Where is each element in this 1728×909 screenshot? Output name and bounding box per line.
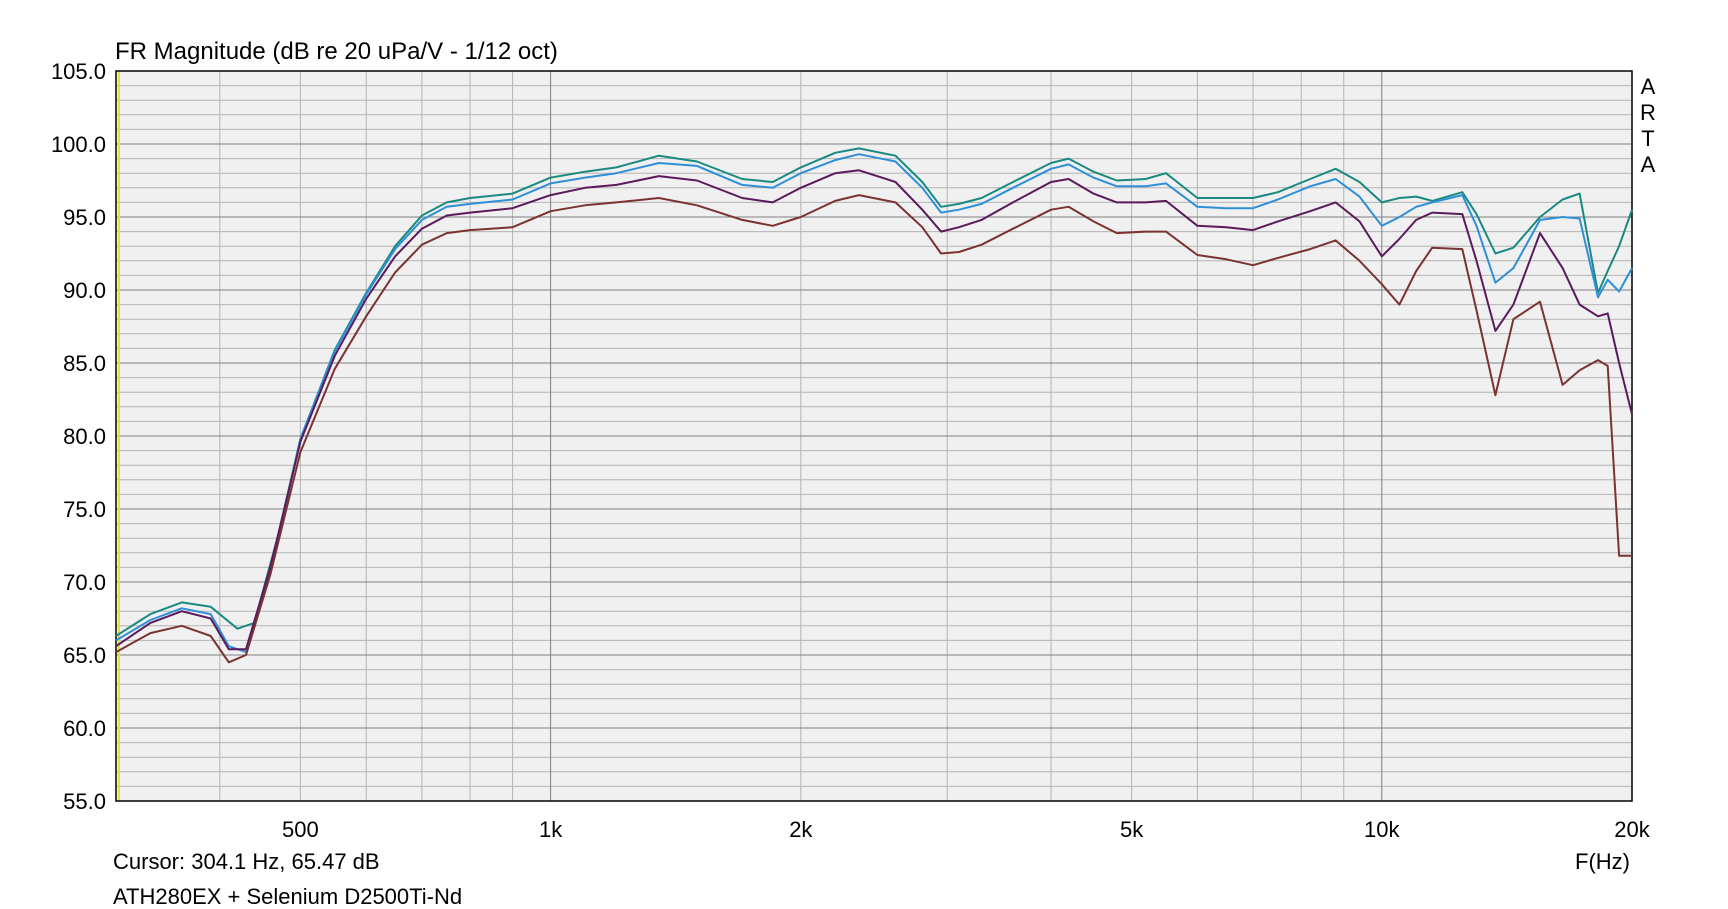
watermark-letter: T	[1641, 126, 1654, 151]
x-tick-label: 5k	[1120, 817, 1144, 842]
x-tick-label: 1k	[539, 817, 563, 842]
y-tick-label: 90.0	[63, 278, 106, 303]
series-line-3	[115, 169, 1633, 651]
watermark-letter: R	[1640, 100, 1656, 125]
series-line-2	[115, 153, 1633, 654]
x-axis-ticks: 500 1k 2k 5k 10k 20k	[282, 817, 1651, 842]
chart-caption: ATH280EX + Selenium D2500Ti-Nd	[113, 884, 462, 909]
y-axis-ticks: 55.0 60.0 65.0 70.0 75.0 80.0 85.0 90.0 95.0 100.…	[51, 59, 106, 814]
y-tick-label: 70.0	[63, 570, 106, 595]
y-tick-label: 55.0	[63, 789, 106, 814]
x-tick-label: 500	[282, 817, 319, 842]
y-tick-label: 80.0	[63, 424, 106, 449]
cursor-readout: Cursor: 304.1 Hz, 65.47 dB	[113, 849, 380, 874]
x-tick-label: 20k	[1614, 817, 1650, 842]
y-tick-label: 105.0	[51, 59, 106, 84]
x-axis-label: F(Hz)	[1575, 849, 1630, 874]
y-tick-label: 85.0	[63, 351, 106, 376]
series-line-4	[115, 194, 1632, 664]
plot-frame	[115, 70, 1633, 802]
x-tick-label: 10k	[1364, 817, 1400, 842]
series-line-1	[115, 147, 1633, 637]
y-tick-label: 95.0	[63, 205, 106, 230]
x-tick-label: 2k	[789, 817, 813, 842]
series-layer	[115, 147, 1633, 664]
plot-area	[115, 70, 1633, 802]
y-tick-label: 100.0	[51, 132, 106, 157]
y-tick-label: 75.0	[63, 497, 106, 522]
chart-title: FR Magnitude (dB re 20 uPa/V - 1/12 oct)	[115, 38, 558, 65]
watermark-letter: A	[1641, 74, 1656, 99]
y-tick-label: 60.0	[63, 716, 106, 741]
y-tick-label: 65.0	[63, 643, 106, 668]
watermark-letter: A	[1641, 152, 1656, 177]
